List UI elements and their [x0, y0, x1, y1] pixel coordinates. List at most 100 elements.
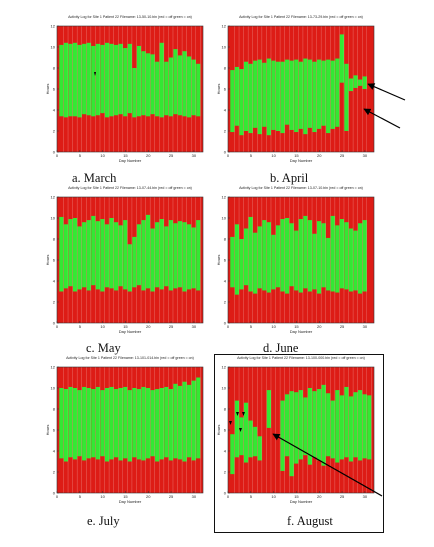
- on-bar: [136, 45, 142, 117]
- on-bar: [100, 390, 105, 457]
- y-axis-label: Hours: [45, 255, 50, 266]
- y-tick-label: 10: [222, 44, 227, 49]
- on-bar: [82, 222, 87, 288]
- on-bar: [86, 220, 91, 291]
- on-bar: [307, 59, 313, 128]
- on-bar: [59, 44, 64, 117]
- on-bar: [196, 63, 201, 117]
- x-tick-label: 0: [227, 153, 230, 158]
- y-axis-label: Hours: [216, 255, 221, 266]
- x-tick-label: 25: [340, 153, 345, 158]
- chart-panel-july: Activity Log for Site 1 Patient 22 Filen…: [44, 356, 216, 506]
- on-bar: [248, 216, 253, 292]
- on-bar: [253, 60, 258, 128]
- on-bar: [307, 220, 313, 292]
- on-bar: [348, 396, 354, 462]
- on-bar: [173, 49, 178, 115]
- on-bar: [358, 390, 363, 461]
- on-bar: [298, 390, 303, 460]
- x-axis-label: Day Number: [290, 499, 313, 504]
- y-axis-label: Hours: [216, 425, 221, 436]
- on-bar: [123, 386, 128, 459]
- on-bar: [91, 45, 96, 117]
- on-bar: [159, 42, 164, 118]
- on-bar: [141, 220, 146, 291]
- on-bar: [72, 218, 78, 292]
- y-tick-label: 0: [53, 490, 56, 495]
- on-bar: [114, 222, 119, 291]
- on-bar: [257, 436, 262, 461]
- x-tick-label: 10: [271, 153, 276, 158]
- caption-august: f. August: [287, 514, 333, 528]
- on-bar: [141, 386, 146, 461]
- on-bar: [196, 377, 201, 459]
- y-axis-label: Hours: [216, 84, 221, 95]
- on-bar: [123, 48, 128, 117]
- on-bar: [177, 385, 183, 460]
- on-bar: [168, 57, 173, 117]
- chart-plot: 0 5 10 15 20 25 30 0 2 4 6 8 10 12 Day Number Hours: [45, 364, 204, 504]
- on-bar: [82, 43, 87, 115]
- on-bar: [132, 388, 137, 458]
- on-bar: [362, 76, 367, 89]
- on-bar: [150, 228, 155, 292]
- on-bar: [173, 223, 178, 289]
- on-bar: [303, 215, 308, 289]
- on-bar: [271, 60, 276, 130]
- on-bar: [104, 388, 110, 462]
- x-tick-label: 0: [56, 324, 59, 329]
- on-bar: [339, 34, 344, 83]
- y-axis-label: Hours: [45, 425, 50, 436]
- on-bar: [191, 59, 196, 116]
- on-bar: [123, 220, 128, 290]
- on-bar: [118, 43, 123, 115]
- y-tick-label: 0: [224, 490, 227, 495]
- on-bar: [239, 69, 244, 136]
- y-tick-label: 10: [222, 385, 227, 390]
- on-bar: [266, 390, 271, 428]
- x-tick-label: 20: [146, 494, 151, 499]
- on-bar: [100, 44, 105, 114]
- x-tick-label: 0: [56, 494, 59, 499]
- y-tick-label: 8: [224, 236, 227, 241]
- on-bar: [275, 61, 281, 132]
- y-tick-label: 2: [53, 299, 56, 304]
- y-tick-label: 8: [53, 236, 56, 241]
- y-tick-label: 4: [224, 278, 227, 283]
- on-bar: [243, 228, 249, 286]
- on-bar: [159, 219, 164, 290]
- on-bar: [145, 388, 151, 459]
- on-bar: [191, 380, 196, 461]
- x-axis-label: Day Number: [119, 499, 142, 504]
- x-tick-label: 30: [363, 324, 368, 329]
- on-bar: [298, 219, 303, 293]
- on-bar: [266, 58, 271, 136]
- on-bar: [348, 228, 354, 292]
- on-bar: [68, 219, 73, 287]
- on-bar: [230, 70, 235, 133]
- on-bar: [280, 61, 285, 134]
- on-bar: [275, 225, 281, 288]
- caption-april: b. April: [270, 171, 309, 185]
- on-bar: [173, 383, 178, 459]
- on-bar: [136, 224, 142, 286]
- x-tick-label: 5: [250, 494, 253, 499]
- on-bar: [127, 390, 132, 462]
- y-tick-label: 12: [222, 194, 227, 199]
- x-tick-label: 30: [363, 153, 368, 158]
- on-bar: [344, 386, 349, 458]
- on-bar: [95, 221, 100, 290]
- chart-title: Activity Log for Site 1 Patient 22 Filen…: [68, 15, 192, 19]
- y-tick-label: 10: [51, 44, 56, 49]
- caption-may: c. May: [86, 341, 121, 355]
- on-bar: [321, 384, 326, 466]
- on-bar: [289, 60, 294, 130]
- x-tick-label: 5: [79, 153, 82, 158]
- y-tick-label: 12: [222, 364, 227, 369]
- on-bar: [358, 79, 363, 86]
- y-tick-label: 6: [53, 427, 56, 432]
- on-bar: [155, 389, 160, 462]
- on-bar: [243, 402, 249, 463]
- x-tick-label: 20: [317, 153, 322, 158]
- on-bar: [294, 392, 299, 464]
